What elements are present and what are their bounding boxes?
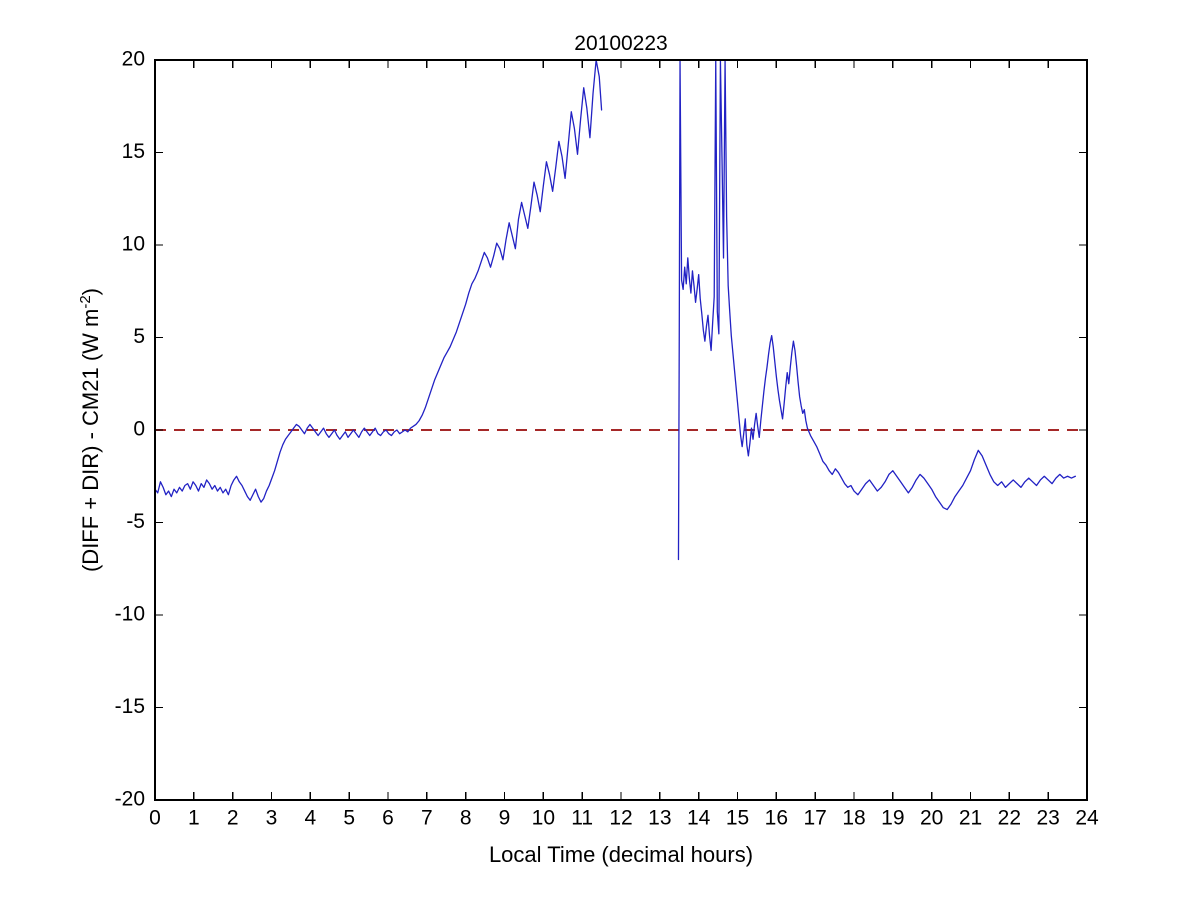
y-tick-label: -20 (115, 788, 145, 811)
x-tick-label: 9 (499, 806, 511, 829)
x-tick-label: 20 (920, 806, 943, 829)
y-tick-label: 20 (122, 48, 145, 71)
y-axis-title: (DIFF + DIR) - CM21 (W m-2) (77, 288, 103, 572)
x-tick-label: 15 (726, 806, 749, 829)
x-tick-label: 18 (842, 806, 865, 829)
data-series-line-0 (155, 60, 603, 503)
data-series-group (155, 60, 1076, 561)
x-tick-label: 3 (266, 806, 278, 829)
x-tick-label: 4 (304, 806, 316, 829)
x-tick-label: 1 (188, 806, 200, 829)
y-tick-label: -10 (115, 603, 145, 626)
x-tick-label: 24 (1075, 806, 1099, 829)
x-tick-label: 7 (421, 806, 433, 829)
x-tick-label: 17 (803, 806, 826, 829)
data-series-line-1 (677, 60, 1076, 561)
x-tick-label: 21 (959, 806, 982, 829)
x-tick-label: 0 (149, 806, 161, 829)
plot-title: 20100223 (574, 32, 667, 55)
x-tick-label: 12 (609, 806, 632, 829)
y-tick-label: -5 (126, 510, 145, 533)
x-tick-label: 23 (1036, 806, 1059, 829)
x-tick-label: 6 (382, 806, 394, 829)
y-tick-label: 5 (133, 325, 145, 348)
y-tick-label: 10 (122, 233, 145, 256)
x-tick-label: 2 (227, 806, 239, 829)
y-tick-label: -15 (115, 695, 145, 718)
x-tick-label: 16 (765, 806, 788, 829)
y-tick-label: 15 (122, 140, 145, 163)
x-axis-tick-labels: 0 1 2 3 4 5 6 7 8 9 10 11 12 13 14 15 16 17 18 19 20 21 22 23 24 (149, 806, 1099, 829)
y-axis-tick-labels: -20 -15 -10 -5 0 5 10 15 20 (115, 48, 145, 811)
x-tick-label: 11 (571, 806, 593, 829)
x-axis-title: Local Time (decimal hours) (489, 842, 753, 867)
x-tick-label: 19 (881, 806, 904, 829)
x-tick-label: 8 (460, 806, 472, 829)
x-tick-label: 14 (687, 806, 711, 829)
x-tick-label: 22 (998, 806, 1021, 829)
x-tick-label: 5 (343, 806, 355, 829)
axis-tick-marks (154, 59, 1088, 801)
y-tick-label: 0 (133, 418, 145, 441)
x-tick-label: 10 (532, 806, 555, 829)
x-tick-label: 13 (648, 806, 671, 829)
